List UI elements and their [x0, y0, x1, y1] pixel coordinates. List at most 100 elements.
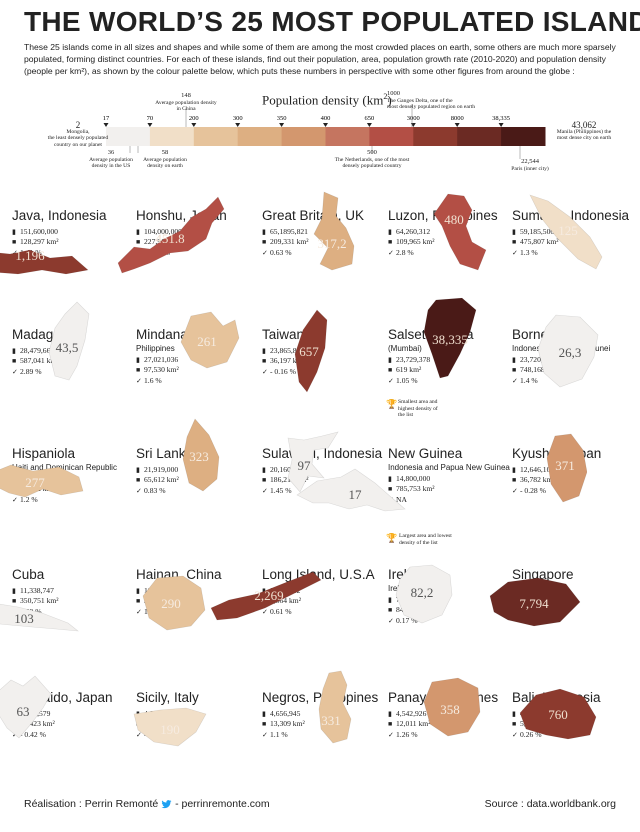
island-area: ■ 36,197 km² — [262, 356, 305, 366]
island-shape — [210, 571, 322, 621]
island-name: Java, Indonesia — [12, 208, 107, 223]
square-icon: ■ — [12, 597, 17, 606]
island-area: ■ 587,041 km² — [12, 356, 59, 366]
scale-tick-marker — [366, 123, 372, 127]
trend-icon: ✓ — [136, 730, 142, 739]
island-growth: ✓ 0.63 % — [262, 247, 292, 257]
island-density-label: 290 — [161, 596, 181, 611]
island-stats: ▮ 28,479,665 ■ 587,041 km² ✓ 2.89 % — [12, 346, 59, 377]
island-density-label: 2,269 — [254, 588, 284, 603]
island-stats: ▮ 64,260,312 ■ 109,965 km² ✓ 2.8 % — [388, 227, 435, 258]
scale-annotation: 1000 The Ganges Delta, one of the most den… — [387, 90, 476, 110]
island-silhouette — [48, 301, 90, 381]
island-silhouette — [313, 191, 355, 271]
island-area: ■ 65,612 km² — [136, 475, 179, 485]
island-silhouette — [182, 418, 220, 492]
island-population: ▮ 151,600,000 — [12, 227, 58, 236]
scale-tick-label: 350 — [277, 115, 287, 122]
island-subtitle: (Mumbai) — [388, 344, 422, 353]
island-name: Long Island, U.S.A — [262, 567, 375, 582]
island-growth: ✓ 1.6 % — [136, 375, 162, 385]
island-stats: ▮ 12,646,104 ■ 36,782 km² ✓ - 0.28 % — [512, 465, 555, 496]
island-shape — [287, 431, 339, 493]
trend-icon: ✓ — [136, 607, 142, 616]
square-icon: ■ — [262, 357, 267, 366]
trend-icon: ✓ — [388, 248, 394, 257]
island-shape — [318, 670, 352, 744]
scale-tick-label: 8000 — [451, 115, 464, 122]
square-icon: ■ — [136, 476, 141, 485]
island-name: New Guinea — [388, 446, 463, 461]
island-area: ■ 109,965 km² — [388, 237, 435, 247]
island-silhouette — [546, 433, 587, 503]
island-growth: ✓ 1.26 % — [388, 729, 418, 739]
island-stats: ▮ 23,729,378 ■ 619 km² ✓ 1.05 % — [388, 355, 430, 386]
island-density-label: 317,2 — [317, 236, 347, 251]
island-area: ■186,216 km² — [262, 475, 309, 485]
scale-segment — [149, 127, 195, 146]
scale-segment — [369, 127, 414, 146]
island-density-label: 358 — [440, 702, 460, 717]
island-density-label: 480 — [444, 212, 464, 227]
island-shape — [117, 196, 225, 274]
person-icon: ▮ — [136, 228, 140, 236]
island-population: ▮ 59,185,500 — [512, 227, 555, 236]
square-icon: ■ — [388, 238, 393, 247]
trend-icon: ✓ — [512, 248, 518, 257]
island-density-label: 125 — [558, 223, 578, 238]
square-icon: ■ — [262, 476, 267, 485]
island-shape — [0, 675, 52, 739]
island-stats: ▮ 23,720,000 ■ 748,168 km2 ✓ 1.4 % — [512, 355, 560, 386]
island-density-label: 43,5 — [55, 340, 79, 355]
island-shape — [423, 297, 477, 379]
scale-tick-label: 200 — [189, 115, 199, 122]
scale-segment — [106, 127, 151, 146]
scale-tick-marker — [147, 123, 153, 127]
scale-annotation: 148 Average population density in China — [155, 92, 217, 112]
credit: Réalisation : Perrin Remonté - perrinrem… — [24, 798, 270, 810]
island-density-label: 103 — [14, 611, 34, 626]
island-density-label: 331 — [321, 713, 341, 728]
island-density-label: 657 — [299, 344, 319, 359]
new-guinea-note: Largest area and lowest density of the li… — [399, 533, 452, 546]
square-icon: ■ — [512, 238, 517, 247]
island-shape — [529, 194, 603, 270]
island-area: ■ 128,297 km² — [12, 237, 59, 247]
island-shape — [48, 301, 90, 381]
scale-tick-label: 3000 — [407, 115, 420, 122]
island-density-label: 26,3 — [558, 345, 582, 360]
island-silhouette — [142, 575, 206, 631]
person-icon: ▮ — [512, 466, 516, 474]
person-icon: ▮ — [388, 596, 392, 604]
island-area: ■ 36,782 km² — [512, 475, 555, 485]
trend-icon: ✓ — [512, 376, 518, 385]
person-icon: ▮ — [512, 356, 516, 364]
square-icon: ■ — [262, 720, 267, 729]
person-icon: ▮ — [262, 228, 266, 236]
square-icon: ■ — [388, 366, 393, 375]
island-growth: ✓ 0.26 % — [512, 729, 542, 739]
island-silhouette — [395, 564, 453, 624]
island-growth: ✓ 0.83 % — [136, 485, 166, 495]
island-population: ▮ 23,720,000 — [512, 355, 555, 364]
person-icon: ▮ — [262, 710, 266, 718]
trend-icon: ✓ — [262, 607, 268, 616]
island-area: ■ 209,331 km² — [262, 237, 309, 247]
island-card: New Guinea Indonesia and Papua New Guinea… — [388, 446, 510, 571]
island-subtitle: Haiti and Dominican Republic — [12, 463, 117, 472]
island-stats: ▮ 4,542,926 ■ 12,011 km² ✓ 1.26 % — [388, 709, 430, 740]
island-shape — [142, 575, 206, 631]
trend-icon: ✓ — [388, 730, 394, 739]
island-density-label: 451.8 — [155, 231, 185, 246]
intro-text: These 25 islands come in all sizes and s… — [24, 42, 616, 76]
island-growth: ✓ 2.8 % — [388, 247, 414, 257]
island-silhouette — [0, 464, 84, 498]
scale-tick-marker — [279, 123, 285, 127]
scale-annotation: 36 Average population density in the US — [89, 149, 133, 169]
person-icon: ▮ — [388, 356, 392, 364]
person-icon: ▮ — [12, 587, 16, 595]
trend-icon: ✓ — [262, 730, 268, 739]
scale-tick-marker — [235, 123, 241, 127]
island-shape — [489, 577, 581, 627]
island-silhouette — [0, 603, 79, 632]
